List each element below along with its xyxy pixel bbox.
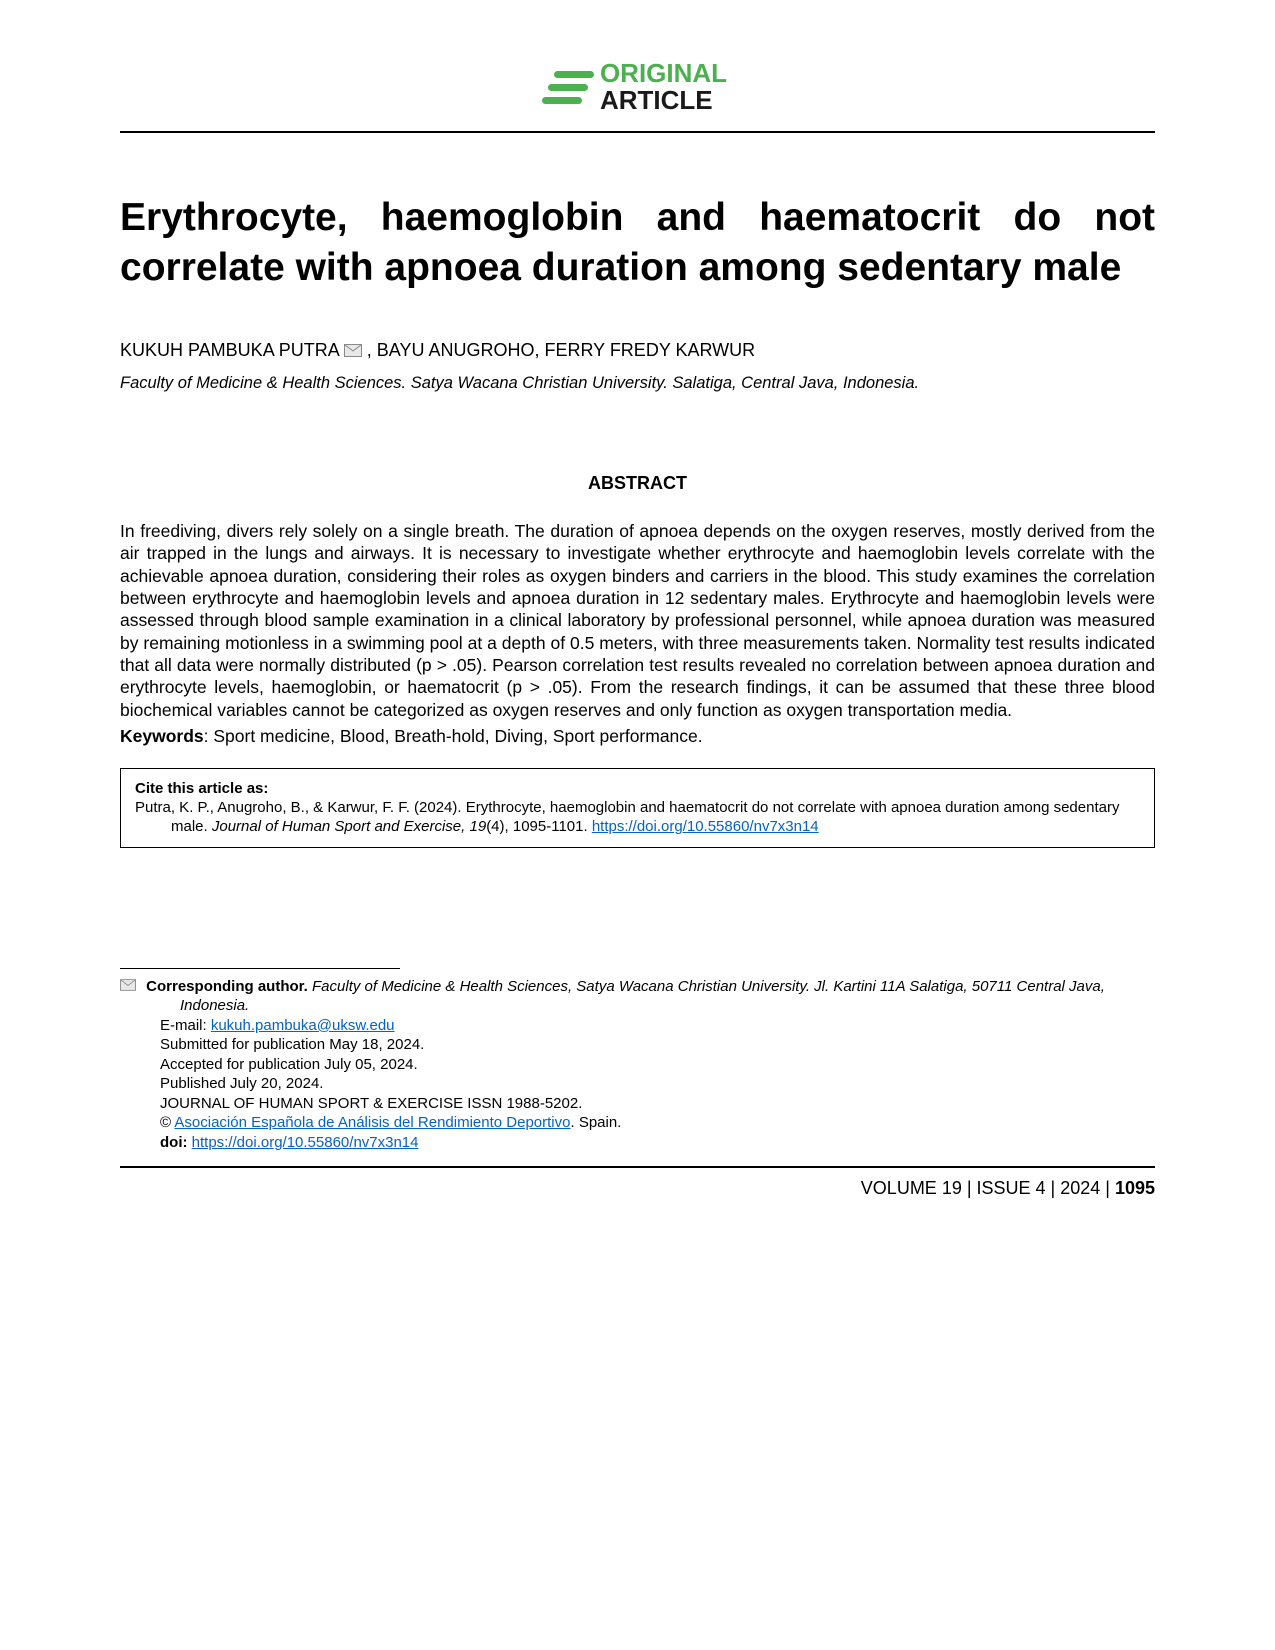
cite-label: Cite this article as: bbox=[135, 779, 1140, 798]
keywords: Keywords: Sport medicine, Blood, Breath-… bbox=[120, 725, 1155, 748]
keywords-text: : Sport medicine, Blood, Breath-hold, Di… bbox=[204, 726, 703, 746]
corr-text: Faculty of Medicine & Health Sciences, S… bbox=[180, 978, 1105, 1015]
footer: VOLUME 19 | ISSUE 4 | 2024 | 1095 bbox=[120, 1178, 1155, 1199]
journal-line: JOURNAL OF HUMAN SPORT & EXERCISE ISSN 1… bbox=[160, 1094, 1155, 1114]
doi-link[interactable]: https://doi.org/10.55860/nv7x3n14 bbox=[192, 1134, 419, 1151]
submitted-line: Submitted for publication May 18, 2024. bbox=[160, 1035, 1155, 1055]
footer-text: VOLUME 19 | ISSUE 4 | 2024 | bbox=[861, 1178, 1115, 1198]
badge-line1: ORIGINAL bbox=[600, 60, 727, 87]
envelope-icon bbox=[120, 978, 140, 995]
corr-label: Corresponding author. bbox=[146, 978, 308, 995]
footnote-divider bbox=[120, 968, 400, 969]
corresponding-line: Corresponding author. Faculty of Medicin… bbox=[160, 977, 1155, 1016]
keywords-label: Keywords bbox=[120, 726, 204, 746]
badge-icon bbox=[548, 71, 588, 104]
envelope-icon bbox=[344, 341, 362, 362]
authors-rest: , BAYU ANUGROHO, FERRY FREDY KARWUR bbox=[367, 340, 755, 360]
author-1: KUKUH PAMBUKA PUTRA bbox=[120, 340, 339, 360]
email-line: E-mail: kukuh.pambuka@uksw.edu bbox=[160, 1016, 1155, 1036]
authors-line: KUKUH PAMBUKA PUTRA , BAYU ANUGROHO, FER… bbox=[120, 340, 1155, 362]
page-number: 1095 bbox=[1115, 1178, 1155, 1198]
article-title: Erythrocyte, haemoglobin and haematocrit… bbox=[120, 193, 1155, 294]
header-divider bbox=[120, 131, 1155, 133]
footnote-block: Corresponding author. Faculty of Medicin… bbox=[120, 977, 1155, 1153]
affiliation: Faculty of Medicine & Health Sciences. S… bbox=[120, 374, 1155, 393]
citation-doi-link[interactable]: https://doi.org/10.55860/nv7x3n14 bbox=[592, 818, 819, 835]
citation-box: Cite this article as: Putra, K. P., Anug… bbox=[120, 768, 1155, 848]
published-line: Published July 20, 2024. bbox=[160, 1074, 1155, 1094]
citation-text: Putra, K. P., Anugroho, B., & Karwur, F.… bbox=[135, 798, 1140, 836]
badge-text: ORIGINAL ARTICLE bbox=[600, 60, 727, 115]
accepted-line: Accepted for publication July 05, 2024. bbox=[160, 1055, 1155, 1075]
association-link[interactable]: Asociación Española de Análisis del Rend… bbox=[174, 1114, 570, 1131]
footer-divider bbox=[120, 1166, 1155, 1168]
abstract-heading: ABSTRACT bbox=[120, 473, 1155, 494]
abstract-body: In freediving, divers rely solely on a s… bbox=[120, 520, 1155, 722]
article-type-badge: ORIGINAL ARTICLE bbox=[120, 60, 1155, 115]
doi-line: doi: https://doi.org/10.55860/nv7x3n14 bbox=[160, 1133, 1155, 1153]
badge-line2: ARTICLE bbox=[600, 87, 727, 114]
copyright-line: © Asociación Española de Análisis del Re… bbox=[160, 1113, 1155, 1133]
email-link[interactable]: kukuh.pambuka@uksw.edu bbox=[211, 1017, 395, 1034]
